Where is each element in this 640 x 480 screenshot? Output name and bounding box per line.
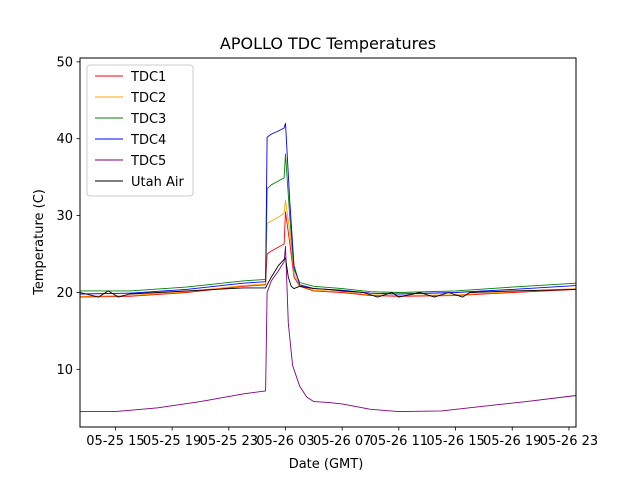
legend-label-tdc3: TDC3 — [130, 112, 166, 127]
series-line-tdc1 — [79, 211, 577, 298]
legend-label-utah-air: Utah Air — [131, 175, 184, 190]
x-tick-label: 05-25 19 — [143, 434, 201, 449]
x-tick-label: 05-26 03 — [256, 434, 314, 449]
x-tick-label: 05-25 23 — [200, 434, 258, 449]
x-tick-label: 05-26 07 — [313, 434, 371, 449]
legend: TDC1 TDC2 TDC3 TDC4 TDC5 Utah Air — [86, 64, 194, 197]
legend-box — [86, 64, 194, 197]
chart-title: APOLLO TDC Temperatures — [220, 34, 436, 53]
y-axis-label: Temperature (C) — [32, 189, 47, 296]
legend-label-tdc1: TDC1 — [130, 70, 166, 85]
series-line-tdc2 — [79, 199, 577, 297]
y-tick-label: 50 — [56, 55, 73, 70]
y-tick-label: 30 — [56, 209, 73, 224]
x-tick-label: 05-26 11 — [370, 434, 428, 449]
plot-frame — [79, 57, 577, 428]
x-axis-label: Date (GMT) — [289, 457, 364, 472]
legend-label-tdc5: TDC5 — [130, 154, 166, 169]
x-tick-label: 05-26 15 — [426, 434, 484, 449]
x-tick-label: 05-25 15 — [86, 434, 144, 449]
y-tick-label: 10 — [56, 363, 73, 378]
series-line-tdc3 — [80, 153, 577, 293]
series-line-tdc5 — [80, 245, 577, 413]
legend-label-tdc4: TDC4 — [130, 133, 166, 148]
y-tick-label: 20 — [56, 286, 73, 301]
x-tick-label: 05-26 19 — [483, 434, 541, 449]
y-tick-label: 40 — [56, 132, 73, 147]
x-tick-label: 05-26 23 — [540, 434, 598, 449]
y-axis: 10 20 30 40 50 — [56, 55, 80, 378]
series-line-utah-air — [79, 257, 577, 298]
legend-label-tdc2: TDC2 — [130, 91, 166, 106]
series-layer — [79, 122, 577, 413]
